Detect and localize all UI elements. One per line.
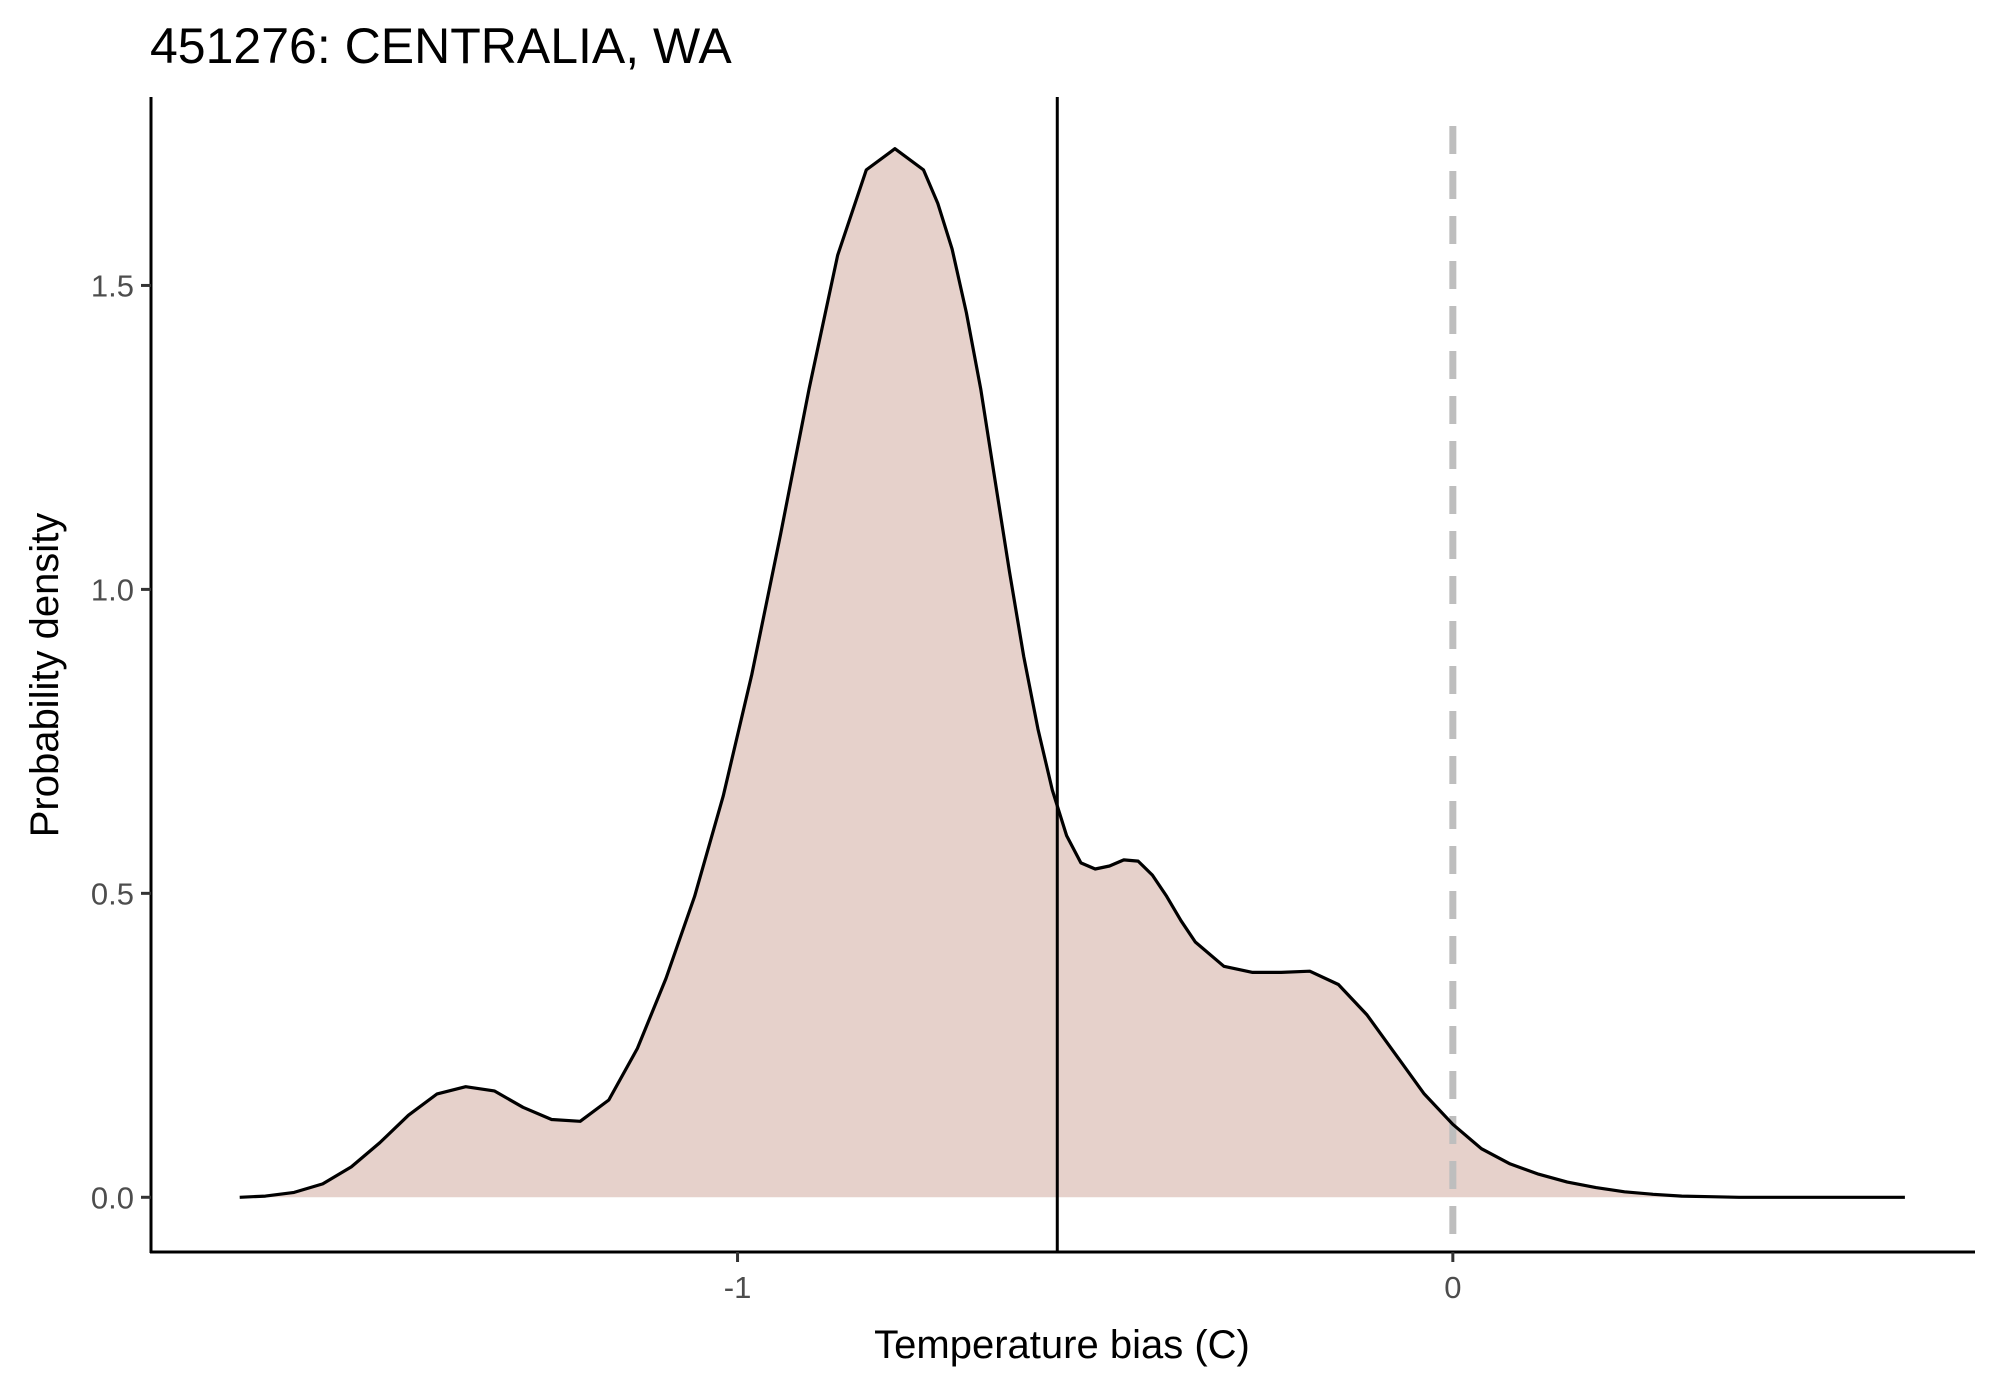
y-tick-label: 1.5 — [91, 268, 134, 303]
y-tick-label: 0.5 — [91, 876, 134, 911]
y-axis-ticks: 0.0 0.5 1.0 1.5 — [91, 268, 151, 1215]
x-axis-title: Temperature bias (C) — [874, 1323, 1250, 1367]
plot-area — [239, 97, 1905, 1252]
x-tick-label: 0 — [1444, 1270, 1461, 1305]
density-fill-area — [239, 148, 1905, 1198]
y-axis-title: Probability density — [23, 513, 67, 838]
x-tick-label: -1 — [724, 1270, 752, 1305]
chart-title: 451276: CENTRALIA, WA — [150, 18, 732, 74]
axes: 0.0 0.5 1.0 1.5 -1 0 — [91, 97, 1975, 1305]
y-tick-label: 0.0 — [91, 1180, 134, 1215]
x-axis-ticks: -1 0 — [724, 1252, 1461, 1305]
density-curve-line — [239, 147, 1905, 1199]
y-tick-label: 1.0 — [91, 572, 134, 607]
